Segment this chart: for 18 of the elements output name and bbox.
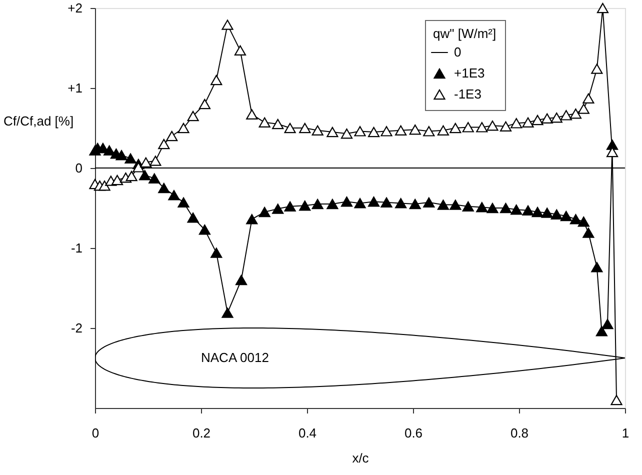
legend-label: 0: [454, 44, 462, 60]
x-tick-label: 0.4: [298, 426, 317, 440]
x-tick-label: 1: [622, 426, 630, 440]
y-tick-label: 0: [75, 160, 82, 176]
legend-title: qw" [W/m²]: [433, 26, 496, 41]
y-tick-label: +2: [68, 0, 82, 16]
x-tick-label: 0.6: [404, 426, 423, 440]
y-tick-label: -1: [70, 240, 82, 256]
y-axis-title: Cf/Cf,ad [%]: [4, 114, 74, 128]
annotation: NACA 0012: [201, 350, 269, 365]
x-tick-label: 0.8: [510, 426, 529, 440]
x-tick-label: 0.2: [192, 426, 211, 440]
x-axis-title: x/c: [352, 450, 370, 466]
x-tick-label: 0: [92, 426, 100, 440]
legend-label: +1E3: [454, 66, 485, 80]
legend-label: -1E3: [454, 86, 482, 102]
y-tick-label: -2: [70, 320, 82, 336]
y-tick-label: +1: [68, 80, 82, 96]
